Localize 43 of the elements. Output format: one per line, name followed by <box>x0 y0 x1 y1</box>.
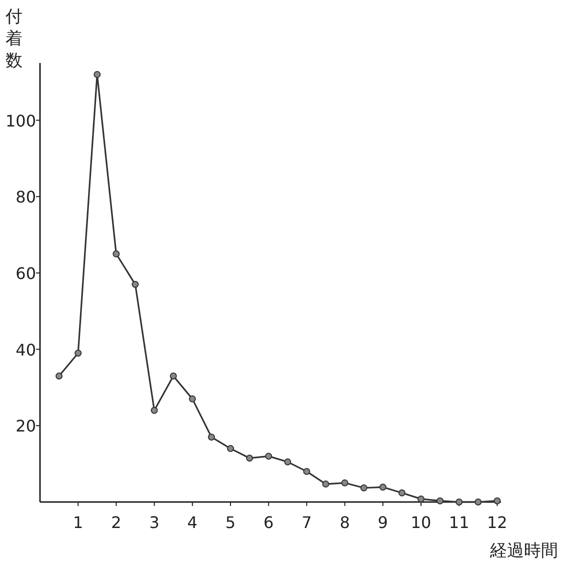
point <box>379 484 386 491</box>
x-tick-label: 11 <box>448 513 470 532</box>
x-axis-title: 経過時間 <box>489 541 558 561</box>
point <box>322 480 330 488</box>
point <box>208 434 215 441</box>
y-tick-label: 40 <box>16 340 36 360</box>
point <box>360 484 368 492</box>
point <box>226 445 234 452</box>
x-tick-label: 10 <box>410 513 432 532</box>
x-tick-label: 3 <box>149 513 160 532</box>
point <box>303 468 310 475</box>
x-tick-label: 4 <box>187 513 198 532</box>
point <box>246 454 254 462</box>
point <box>474 498 482 506</box>
point <box>150 406 158 414</box>
point <box>417 495 424 502</box>
point <box>284 458 292 466</box>
point <box>341 479 348 486</box>
point <box>132 280 139 288</box>
point <box>265 452 272 460</box>
y-axis-title: 付着数 <box>4 7 22 71</box>
y-tick-label: 80 <box>16 188 36 207</box>
x-tick-label: 2 <box>111 513 122 532</box>
point <box>74 350 82 357</box>
point <box>112 250 120 258</box>
y-tick-label: 100 <box>5 111 36 130</box>
x-tick-label: 12 <box>487 513 508 532</box>
x-tick-label: 5 <box>225 513 236 532</box>
point <box>456 498 463 506</box>
x-tick-label: 7 <box>302 513 312 532</box>
x-tick-label: 6 <box>264 513 274 532</box>
y-tick-label: 20 <box>16 416 36 436</box>
point <box>56 372 63 380</box>
point <box>494 497 501 504</box>
x-tick-label: 9 <box>378 513 388 532</box>
point <box>170 372 177 380</box>
y-tick-label: 60 <box>16 264 36 283</box>
x-tick-label: 1 <box>73 513 84 532</box>
x-tick-label: 8 <box>340 513 350 532</box>
point <box>188 395 196 402</box>
point <box>398 489 406 496</box>
point <box>94 70 101 78</box>
point <box>436 497 444 504</box>
